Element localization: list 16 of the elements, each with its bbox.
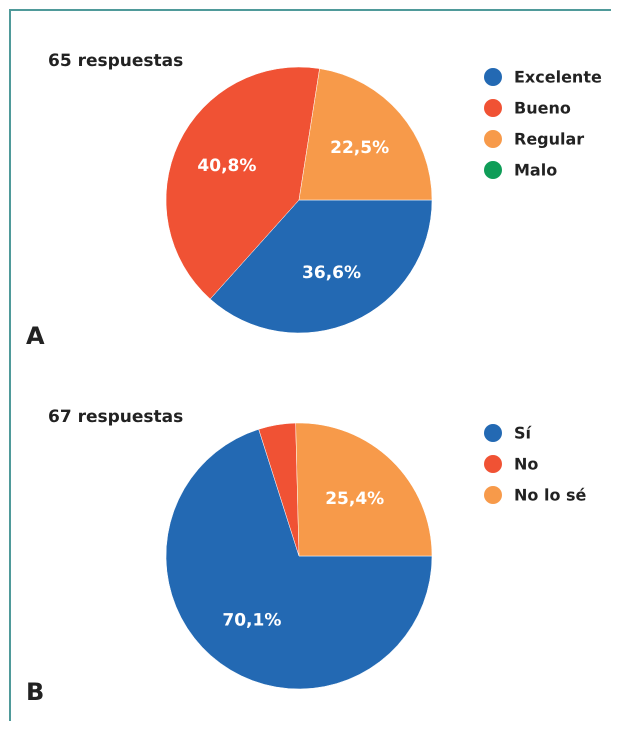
text: A xyxy=(26,322,45,350)
legend-label: Bueno xyxy=(514,98,571,118)
data-label: 22,5% xyxy=(330,138,390,158)
data-label: 25,4% xyxy=(325,488,384,509)
text: B xyxy=(26,678,44,706)
chart-title: 65 respuestas xyxy=(48,51,184,71)
data-label: 36,6% xyxy=(302,262,362,283)
legend-label: No lo sé xyxy=(514,486,587,504)
chart-title: 67 respuestas xyxy=(48,407,184,427)
legend-label: No xyxy=(514,454,538,474)
data-label: 70,1% xyxy=(222,610,282,630)
data-label: 40,8% xyxy=(197,156,256,176)
legend-label: Excelente xyxy=(514,68,602,86)
legend-label: Malo xyxy=(514,160,558,180)
legend-label: Sí xyxy=(514,424,533,442)
legend-label: Regular xyxy=(514,130,584,148)
